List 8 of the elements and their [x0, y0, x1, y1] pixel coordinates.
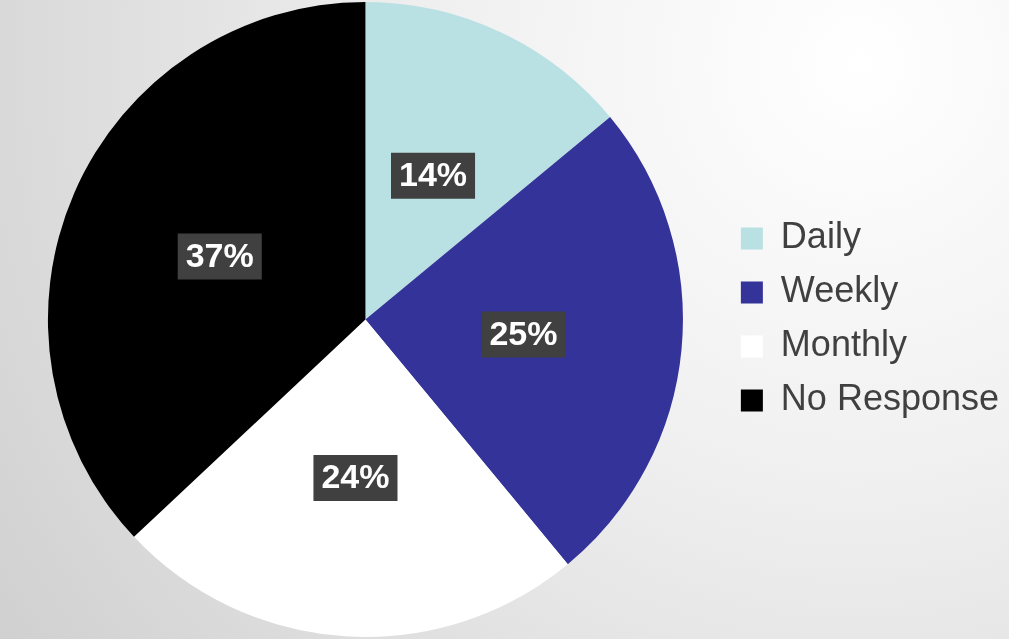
data-label: 37% [185, 235, 254, 274]
data-label: 14% [399, 155, 468, 194]
data-label: 25% [489, 313, 558, 352]
legend-label: Daily [780, 215, 861, 257]
legend-label: Weekly [780, 269, 899, 311]
data-label: 24% [321, 457, 390, 496]
legend-label: Monthly [780, 323, 907, 365]
legend-label: No Response [780, 377, 1000, 419]
